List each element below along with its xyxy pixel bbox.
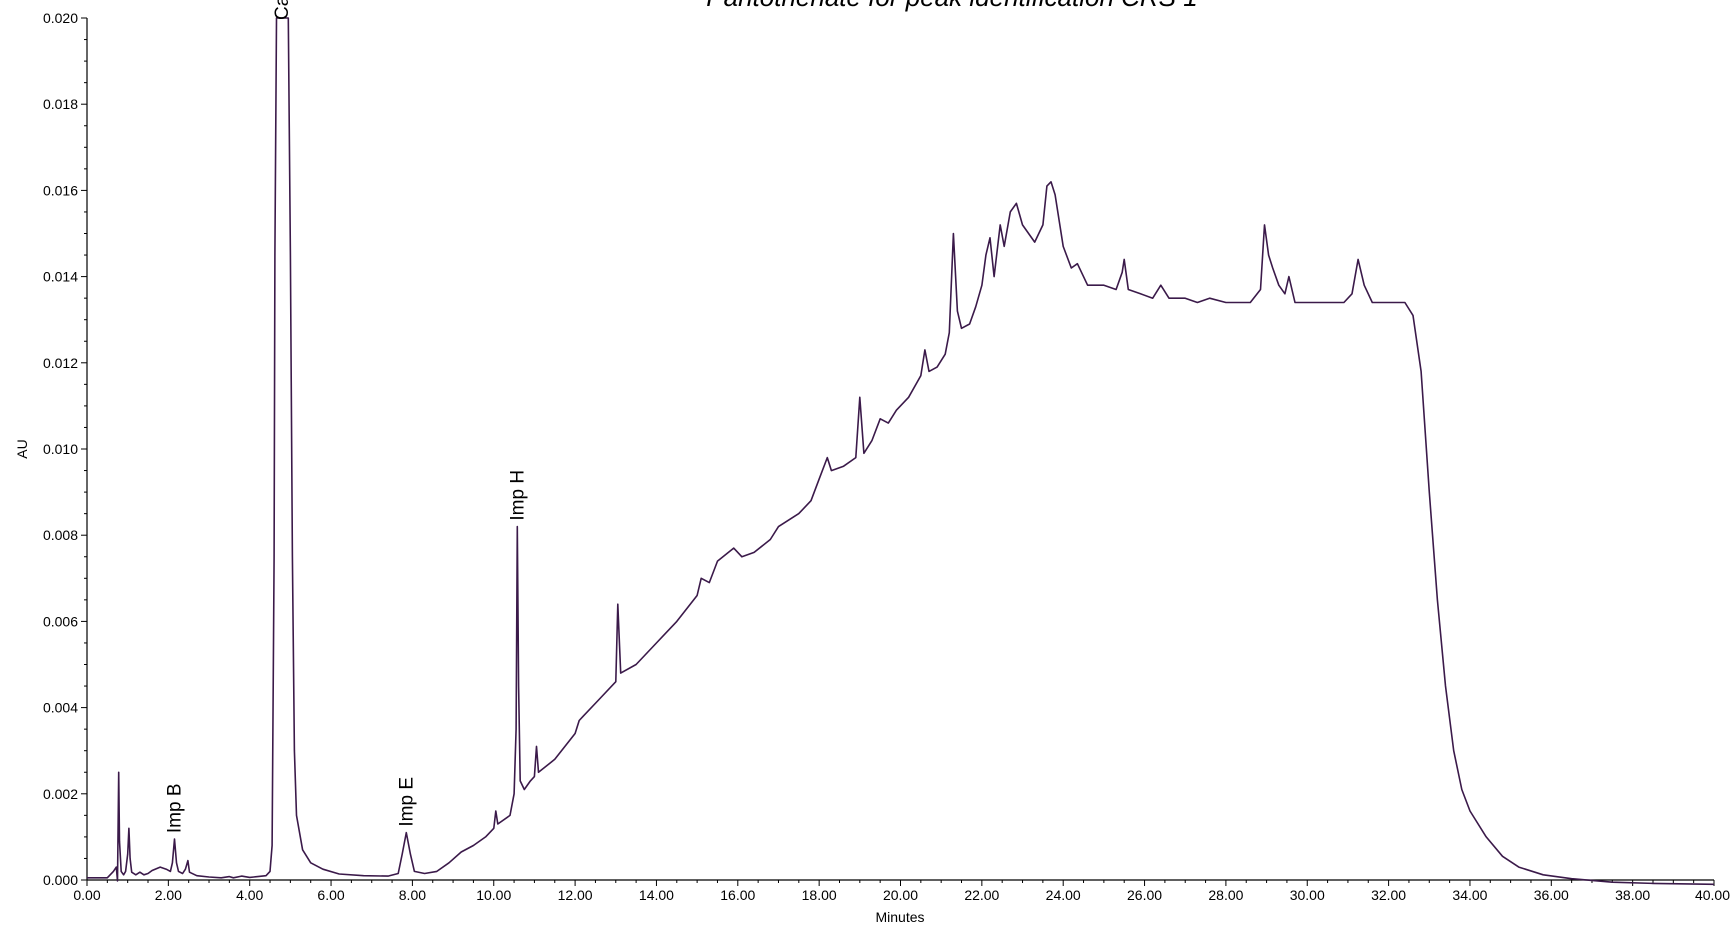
peak-label: Imp B xyxy=(165,783,186,833)
peak-label: Imp E xyxy=(396,777,417,827)
y-tick-label: 0.000 xyxy=(43,872,78,888)
peak-annotations: Imp B Calcium pantothenate Imp E Imp H xyxy=(165,0,529,833)
x-tick-label: 26.00 xyxy=(1127,887,1162,903)
x-tick-label: 16.00 xyxy=(720,887,755,903)
x-tick-label: 2.00 xyxy=(155,887,182,903)
x-tick-label: 12.00 xyxy=(558,887,593,903)
x-axis-ticks: 0.00 2.00 4.00 6.00 8.00 10.00 12.00 14.00 16.00… xyxy=(73,880,1730,903)
x-tick-label: 38.00 xyxy=(1615,887,1650,903)
chart-title: Pantothenate for peak identification CRS… xyxy=(706,0,1197,12)
chromatogram-trace xyxy=(87,17,1715,886)
x-tick-label: 40.00 xyxy=(1695,887,1730,903)
x-tick-label: 18.00 xyxy=(802,887,837,903)
x-tick-label: 32.00 xyxy=(1371,887,1406,903)
x-tick-label: 10.00 xyxy=(476,887,511,903)
x-tick-label: 6.00 xyxy=(317,887,344,903)
y-tick-label: 0.006 xyxy=(43,613,78,629)
y-tick-label: 0.014 xyxy=(43,269,78,285)
x-tick-label: 24.00 xyxy=(1046,887,1081,903)
x-tick-label: 22.00 xyxy=(964,887,999,903)
y-tick-label: 0.018 xyxy=(43,96,78,112)
x-tick-label: 30.00 xyxy=(1290,887,1325,903)
x-tick-label: 8.00 xyxy=(399,887,426,903)
x-tick-label: 36.00 xyxy=(1534,887,1569,903)
y-axis-title: AU xyxy=(14,439,30,458)
x-tick-label: 28.00 xyxy=(1208,887,1243,903)
x-tick-label: 14.00 xyxy=(639,887,674,903)
y-tick-label: 0.004 xyxy=(43,700,78,716)
x-tick-label: 34.00 xyxy=(1452,887,1487,903)
y-tick-label: 0.010 xyxy=(43,441,78,457)
x-axis-title: Minutes xyxy=(875,909,924,925)
peak-label: Calcium pantothenate xyxy=(272,0,293,20)
y-axis-ticks: 0.000 0.002 0.004 0.006 0.008 0.010 0.012 0.014… xyxy=(43,10,87,888)
series-group xyxy=(87,17,1715,886)
y-tick-label: 0.008 xyxy=(43,527,78,543)
x-tick-label: 0.00 xyxy=(73,887,100,903)
y-tick-label: 0.020 xyxy=(43,10,78,26)
y-tick-label: 0.016 xyxy=(43,182,78,198)
peak-label: Imp H xyxy=(507,470,528,521)
y-tick-label: 0.012 xyxy=(43,355,78,371)
x-tick-label: 20.00 xyxy=(883,887,918,903)
y-tick-label: 0.002 xyxy=(43,786,78,802)
x-tick-label: 4.00 xyxy=(236,887,263,903)
